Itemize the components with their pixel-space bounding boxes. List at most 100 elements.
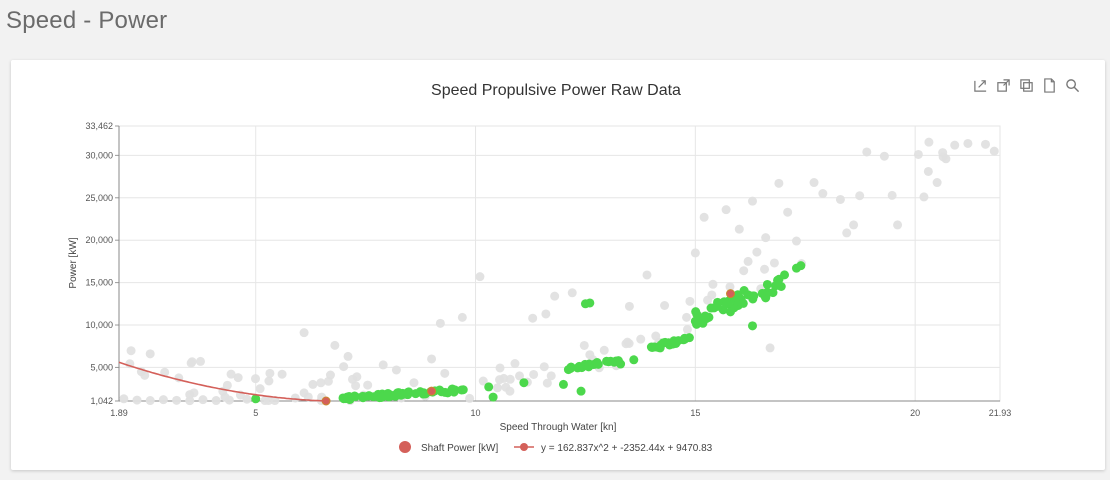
raw-data-point <box>950 140 960 150</box>
open-external-icon[interactable] <box>995 77 1012 94</box>
raw-data-point <box>529 369 539 379</box>
filtered-data-point <box>519 378 529 388</box>
y-tick-label: 20,000 <box>85 235 113 245</box>
raw-data-point <box>265 368 275 378</box>
chart-toolbar <box>972 77 1081 94</box>
raw-data-point <box>734 224 744 234</box>
y-tick-label: 10,000 <box>85 320 113 330</box>
filtered-data-point <box>576 386 586 396</box>
raw-data-point <box>409 378 419 388</box>
raw-data-point <box>835 194 845 204</box>
raw-data-point <box>495 363 505 373</box>
raw-data-point <box>475 272 485 282</box>
filtered-data-point <box>602 356 612 366</box>
export-icon[interactable] <box>972 77 989 94</box>
raw-data-point <box>685 296 695 306</box>
raw-data-point <box>132 395 142 405</box>
plot-area-frame <box>118 125 1001 402</box>
page-title: Speed - Power <box>6 7 168 34</box>
raw-data-point <box>963 138 973 148</box>
filtered-data-point <box>437 387 447 397</box>
raw-data-point <box>226 369 236 379</box>
raw-data-point <box>528 313 538 323</box>
raw-data-point <box>465 393 475 403</box>
filtered-data-point <box>563 365 573 375</box>
raw-data-point <box>932 178 942 188</box>
raw-data-point <box>765 343 775 353</box>
filtered-data-point <box>457 385 467 395</box>
x-tick-label: 21.93 <box>989 408 1012 418</box>
raw-data-point <box>145 349 155 359</box>
raw-data-point <box>660 301 670 311</box>
filtered-data-point <box>585 298 595 308</box>
x-tick-label: 10 <box>471 408 481 418</box>
filtered-data-point <box>713 301 723 311</box>
raw-data-point <box>363 380 373 390</box>
raw-data-point <box>198 395 208 405</box>
filtered-data-point <box>770 281 780 291</box>
y-tick-label: 5,000 <box>90 362 113 372</box>
y-tick-label: 33,462 <box>85 121 113 131</box>
raw-data-point <box>842 228 852 238</box>
filtered-data-point <box>573 363 583 373</box>
raw-data-point <box>478 376 488 386</box>
raw-data-point <box>251 374 261 384</box>
legend-label-fit: y = 162.837x^2 + -2352.44x + 9470.83 <box>541 443 713 454</box>
legend-label-shaft-power: Shaft Power [kW] <box>421 443 498 454</box>
document-icon[interactable] <box>1041 77 1058 94</box>
legend: Shaft Power [kW] y = 162.837x^2 + -2352.… <box>399 441 713 454</box>
raw-data-point <box>862 147 872 157</box>
x-tick-label: 20 <box>910 408 920 418</box>
raw-data-point <box>539 362 549 372</box>
copy-icon[interactable] <box>1018 77 1035 94</box>
raw-data-point <box>299 328 309 338</box>
raw-data-point <box>747 196 757 206</box>
raw-data-point <box>242 394 252 404</box>
filtered-data-point <box>749 291 759 301</box>
filtered-data-point <box>673 336 683 346</box>
raw-data-point <box>378 360 388 370</box>
zoom-icon[interactable] <box>1064 77 1081 94</box>
filtered-data-point <box>484 382 494 392</box>
raw-data-point <box>761 233 771 243</box>
filtered-data-point <box>403 390 413 400</box>
raw-data-point <box>427 354 437 364</box>
filtered-data-point <box>447 384 457 394</box>
filtered-data-point <box>796 261 806 271</box>
raw-data-point <box>774 178 784 188</box>
raw-data-point <box>707 290 717 300</box>
filtered-data-point <box>747 321 757 331</box>
raw-data-point <box>493 383 503 393</box>
raw-data-point <box>699 212 709 222</box>
raw-data-point <box>550 291 560 301</box>
chart-title: Speed Propulsive Power Raw Data <box>431 82 681 99</box>
raw-data-point <box>330 340 340 350</box>
shaft-power-point <box>427 386 437 396</box>
raw-data-point <box>158 395 168 405</box>
raw-data-point <box>255 384 265 394</box>
raw-data-point <box>323 376 333 386</box>
raw-data-point <box>542 378 552 388</box>
filtered-data-point <box>629 355 639 365</box>
raw-data-point <box>636 334 646 344</box>
legend-item-fit[interactable]: y = 162.837x^2 + -2352.44x + 9470.83 <box>514 443 713 454</box>
raw-data-point <box>624 301 634 311</box>
legend-item-shaft-power[interactable]: Shaft Power [kW] <box>399 441 498 454</box>
raw-data-point <box>919 192 929 202</box>
raw-data-point <box>690 248 700 258</box>
axes: 1.89 5 10 15 20 21.93 1,042 5,000 10,000 15,000 20… <box>85 121 1011 418</box>
x-tick-label: 5 <box>253 408 258 418</box>
raw-data-point <box>211 396 221 406</box>
raw-data-point <box>879 151 889 161</box>
y-axis-label: Power [kW] <box>68 237 79 288</box>
y-tick-label: 15,000 <box>85 278 113 288</box>
raw-data-point <box>642 270 652 280</box>
raw-data-point <box>579 340 589 350</box>
filtered-data-point <box>762 279 772 289</box>
raw-data-point <box>708 279 718 289</box>
raw-data-point <box>622 337 632 347</box>
filtered-data-point <box>768 288 778 298</box>
filtered-data-point <box>411 389 421 399</box>
x-tick-label: 1.89 <box>110 408 128 418</box>
data-points <box>119 137 999 406</box>
